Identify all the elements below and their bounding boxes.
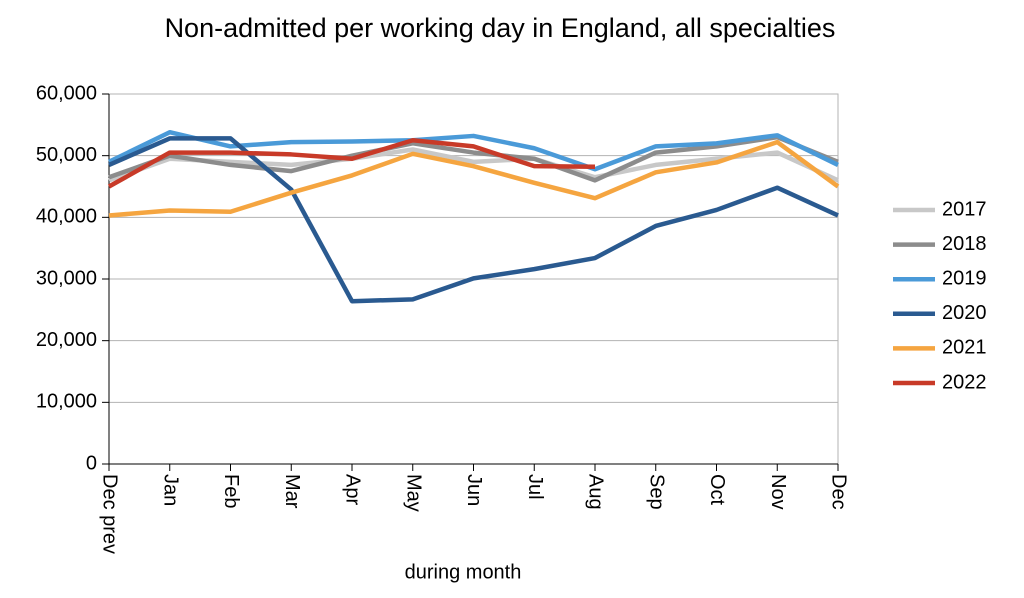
x-axis-label: during month bbox=[405, 561, 522, 583]
x-tick-label: Jan bbox=[159, 474, 181, 506]
legend-label: 2017 bbox=[942, 198, 987, 220]
x-tick-label: Aug bbox=[585, 474, 607, 510]
series-line bbox=[108, 147, 839, 183]
chart-title: Non-admitted per working day in England,… bbox=[165, 13, 836, 43]
y-tick-label: 50,000 bbox=[36, 144, 97, 166]
y-tick-label: 40,000 bbox=[36, 206, 97, 228]
legend-label: 2020 bbox=[942, 302, 987, 324]
x-tick-label: Sep bbox=[645, 474, 667, 510]
y-tick-label: 30,000 bbox=[36, 267, 97, 289]
x-tick-label: Dec bbox=[828, 474, 850, 510]
legend-label: 2021 bbox=[942, 337, 987, 359]
series-line bbox=[108, 129, 839, 172]
x-tick-label: Feb bbox=[220, 474, 242, 508]
x-tick-label: Nov bbox=[767, 474, 789, 510]
x-tick-label: Dec prev bbox=[99, 474, 121, 554]
series-line bbox=[108, 139, 840, 218]
x-tick-label: Mar bbox=[281, 474, 303, 509]
legend-label: 2018 bbox=[942, 233, 987, 255]
series-line bbox=[108, 134, 839, 183]
x-tick-label: May bbox=[402, 474, 424, 512]
y-tick-label: 20,000 bbox=[36, 329, 97, 351]
x-tick-label: Oct bbox=[706, 474, 728, 506]
series-line bbox=[108, 136, 839, 304]
x-tick-label: Apr bbox=[342, 474, 364, 505]
x-tick-label: Jul bbox=[524, 474, 546, 500]
series-line bbox=[107, 138, 596, 189]
y-tick-label: 60,000 bbox=[36, 82, 97, 104]
legend-label: 2022 bbox=[942, 371, 987, 393]
legend-label: 2019 bbox=[942, 267, 987, 289]
y-tick-label: 0 bbox=[86, 452, 97, 474]
y-tick-label: 10,000 bbox=[36, 391, 97, 413]
x-tick-label: Jun bbox=[463, 474, 485, 506]
